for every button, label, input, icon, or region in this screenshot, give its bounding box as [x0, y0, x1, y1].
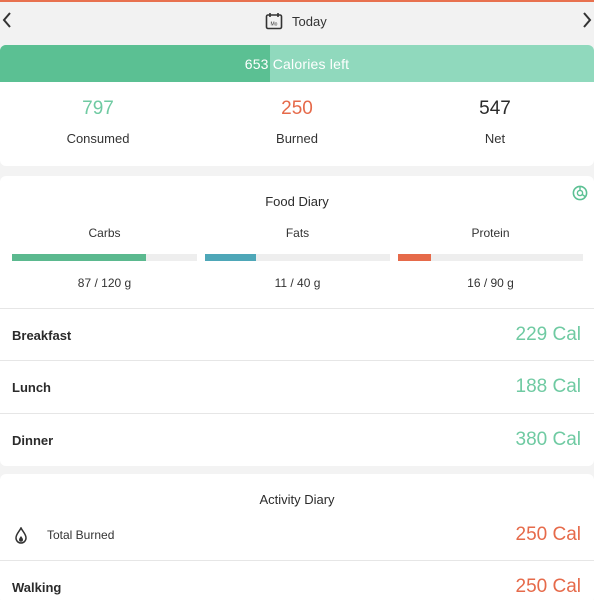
macro-value: 87 / 120 g	[77, 276, 132, 290]
meal-name: Dinner	[12, 432, 54, 448]
macro-track	[205, 254, 390, 261]
activity-calories: 250 Cal	[515, 576, 582, 597]
calendar-icon-text: Mo	[271, 22, 278, 28]
meal-row-dinner[interactable]: Dinner 380 Cal	[0, 413, 594, 465]
activity-name: Walking	[12, 579, 62, 595]
top-accent-line	[0, 0, 594, 2]
macro-label: Protein	[471, 226, 510, 240]
consumed-label: Consumed	[66, 131, 130, 146]
macro-carbs: Carbs 87 / 120 g	[12, 226, 197, 290]
macro-label: Carbs	[88, 226, 121, 240]
macro-value: 11 / 40 g	[274, 276, 321, 290]
total-burned-row: Total Burned 250 Cal	[0, 510, 594, 560]
date-selector[interactable]: Mo Today	[265, 11, 327, 31]
macro-protein: Protein 16 / 90 g	[398, 226, 583, 290]
burned-label: Burned	[276, 131, 318, 146]
meal-calories: 188 Cal	[515, 376, 582, 397]
activity-row-walking[interactable]: Walking 250 Cal	[0, 560, 594, 600]
total-burned-value: 250 Cal	[515, 524, 582, 545]
date-label: Today	[292, 13, 327, 29]
macro-value: 16 / 90 g	[467, 276, 514, 290]
macro-track	[12, 254, 197, 261]
macro-track	[398, 254, 583, 261]
macro-fill	[205, 254, 256, 261]
meal-name: Breakfast	[12, 327, 72, 343]
meal-row-breakfast[interactable]: Breakfast 229 Cal	[0, 308, 594, 360]
meal-name: Lunch	[12, 379, 51, 395]
date-header: Mo Today	[0, 2, 594, 40]
calories-left-bar: 653 Calories left	[0, 45, 594, 82]
activity-diary-card: Activity Diary Total Burned 250 Cal Walk…	[0, 474, 594, 600]
calendar-icon: Mo	[265, 13, 283, 30]
chevron-right-icon[interactable]	[580, 10, 594, 30]
macro-label: Fats	[285, 226, 310, 240]
meal-calories: 380 Cal	[515, 429, 582, 450]
macro-fats: Fats 11 / 40 g	[205, 226, 390, 290]
food-diary-title: Food Diary	[265, 194, 329, 209]
burned-value: 250	[281, 98, 313, 119]
activity-diary-title: Activity Diary	[259, 492, 335, 507]
pie-chart-icon[interactable]	[572, 185, 588, 201]
burned-stat[interactable]: 250 Burned	[217, 98, 377, 146]
macro-fill	[12, 254, 147, 261]
total-burned-label: Total Burned	[47, 528, 115, 542]
net-value: 547	[479, 98, 511, 119]
consumed-stat[interactable]: 797 Consumed	[18, 98, 178, 146]
meal-row-lunch[interactable]: Lunch 188 Cal	[0, 360, 594, 412]
consumed-value: 797	[82, 98, 114, 119]
meal-calories: 229 Cal	[515, 324, 582, 345]
calories-left-label: 653 Calories left	[244, 55, 350, 72]
flame-icon	[15, 527, 27, 544]
macro-fill	[398, 254, 431, 261]
calories-progress-fill	[0, 45, 271, 82]
food-diary-card: Food Diary Carbs 87 / 120 g Fats 11 / 40…	[0, 176, 594, 466]
net-label: Net	[484, 131, 506, 146]
calorie-summary: 797 Consumed 250 Burned 547 Net	[0, 82, 594, 166]
net-stat[interactable]: 547 Net	[415, 98, 575, 146]
chevron-left-icon[interactable]	[0, 10, 14, 30]
